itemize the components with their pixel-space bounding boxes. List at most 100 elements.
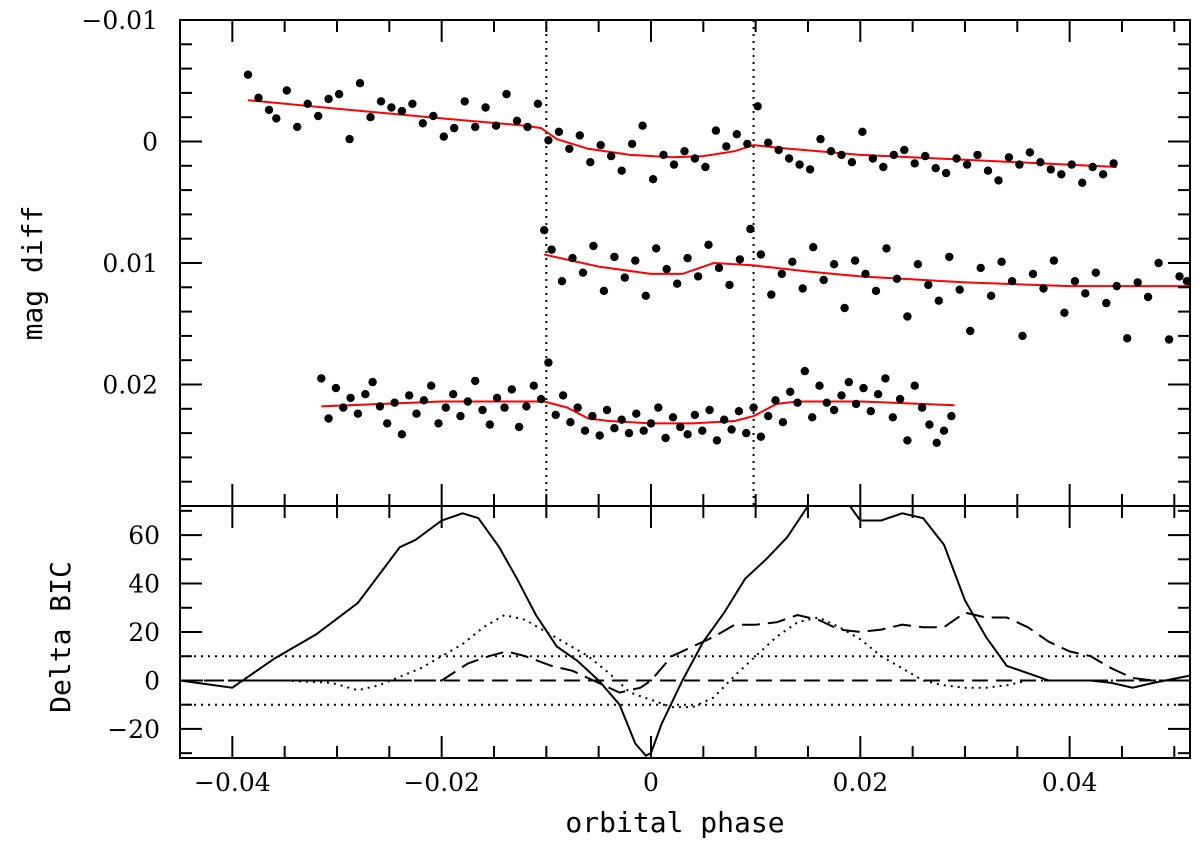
- data-point: [331, 383, 341, 393]
- data-point: [712, 436, 722, 445]
- data-point: [544, 358, 553, 367]
- data-point: [973, 150, 982, 160]
- data-point: [1091, 268, 1101, 277]
- x-tick-label: −0.04: [194, 768, 271, 797]
- data-point: [921, 151, 930, 161]
- data-point: [795, 160, 804, 169]
- data-point: [536, 394, 546, 404]
- data-point: [910, 159, 919, 168]
- data-point: [1060, 308, 1069, 317]
- data-point: [1039, 284, 1048, 293]
- data-point: [282, 86, 291, 95]
- data-point: [873, 390, 883, 399]
- data-point: [324, 94, 333, 104]
- data-point: [654, 403, 663, 412]
- data-point: [837, 150, 846, 160]
- data-point: [1109, 159, 1118, 168]
- data-point: [881, 374, 890, 383]
- x-tick-label: 0.02: [832, 768, 888, 797]
- data-point: [774, 145, 783, 155]
- bottom-panel: −20 0 20 40 60 −0.04 −0.02 0 0.02 0.04 Delta BIC…: [44, 505, 1191, 839]
- data-point: [586, 158, 595, 167]
- data-point: [1164, 335, 1174, 344]
- delta-bic-curves: [180, 506, 1190, 757]
- data-point: [903, 436, 912, 445]
- data-point: [925, 420, 934, 429]
- top-y-tick-labels: −0.01 0 0.01 0.02: [81, 6, 158, 400]
- data-point: [558, 391, 568, 400]
- x-tick-labels: −0.04 −0.02 0 0.02 0.04: [194, 768, 1097, 797]
- data-point: [743, 139, 752, 149]
- data-point: [551, 410, 560, 420]
- data-point: [602, 405, 612, 415]
- data-point: [847, 158, 857, 167]
- data-point: [1078, 178, 1087, 187]
- data-point: [441, 403, 450, 412]
- data-point: [1025, 148, 1035, 157]
- data-point: [264, 105, 274, 115]
- data-point: [784, 154, 794, 163]
- data-point: [861, 269, 870, 279]
- data-point: [368, 377, 377, 387]
- x-tick-label: 0.04: [1042, 768, 1098, 797]
- data-point: [966, 326, 975, 336]
- data-point: [786, 387, 795, 396]
- data-point: [895, 394, 905, 404]
- data-point: [419, 396, 429, 405]
- data-point: [1018, 331, 1027, 341]
- data-point: [771, 396, 780, 405]
- data-point: [913, 260, 923, 269]
- data-point: [627, 139, 637, 149]
- data-point: [522, 402, 531, 411]
- y-tick-label: 60: [128, 521, 160, 550]
- data-point: [822, 398, 831, 407]
- delta-bic-line-dotted: [180, 613, 1190, 709]
- data-point: [1057, 170, 1066, 179]
- data-point: [819, 275, 828, 285]
- data-point: [566, 418, 575, 427]
- data-point: [387, 103, 396, 112]
- data-point: [405, 391, 414, 400]
- data-point: [858, 127, 867, 136]
- y-tick-label: 20: [128, 618, 160, 647]
- data-point: [317, 374, 326, 383]
- data-point: [1036, 158, 1045, 167]
- data-point: [639, 426, 648, 435]
- data-point: [412, 409, 421, 418]
- data-point: [353, 409, 363, 418]
- data-point: [1112, 281, 1121, 291]
- data-point: [735, 255, 745, 264]
- data-point: [659, 150, 668, 160]
- data-point: [868, 154, 878, 163]
- data-point: [683, 430, 692, 439]
- data-point: [646, 419, 656, 428]
- data-point: [805, 165, 815, 174]
- data-point: [514, 422, 524, 432]
- data-point: [705, 405, 714, 415]
- data-point: [1049, 256, 1059, 265]
- data-point: [809, 243, 818, 252]
- data-point: [427, 381, 436, 390]
- data-point: [680, 147, 689, 156]
- data-point: [1070, 277, 1080, 286]
- data-point: [720, 415, 729, 424]
- data-point: [683, 253, 692, 263]
- data-point: [727, 425, 736, 434]
- data-point: [662, 264, 671, 274]
- data-point: [397, 430, 407, 439]
- data-point: [749, 403, 758, 412]
- data-point: [844, 377, 853, 387]
- data-point: [859, 383, 868, 393]
- data-point: [840, 303, 849, 313]
- data-point: [408, 99, 417, 109]
- data-point: [533, 99, 543, 109]
- data-point: [976, 263, 985, 273]
- data-point: [815, 381, 824, 390]
- data-point: [303, 99, 312, 109]
- data-point: [778, 418, 788, 427]
- model-curve-0: [247, 99, 1117, 168]
- data-point: [903, 312, 912, 321]
- data-point: [1088, 162, 1097, 172]
- data-point: [889, 150, 898, 160]
